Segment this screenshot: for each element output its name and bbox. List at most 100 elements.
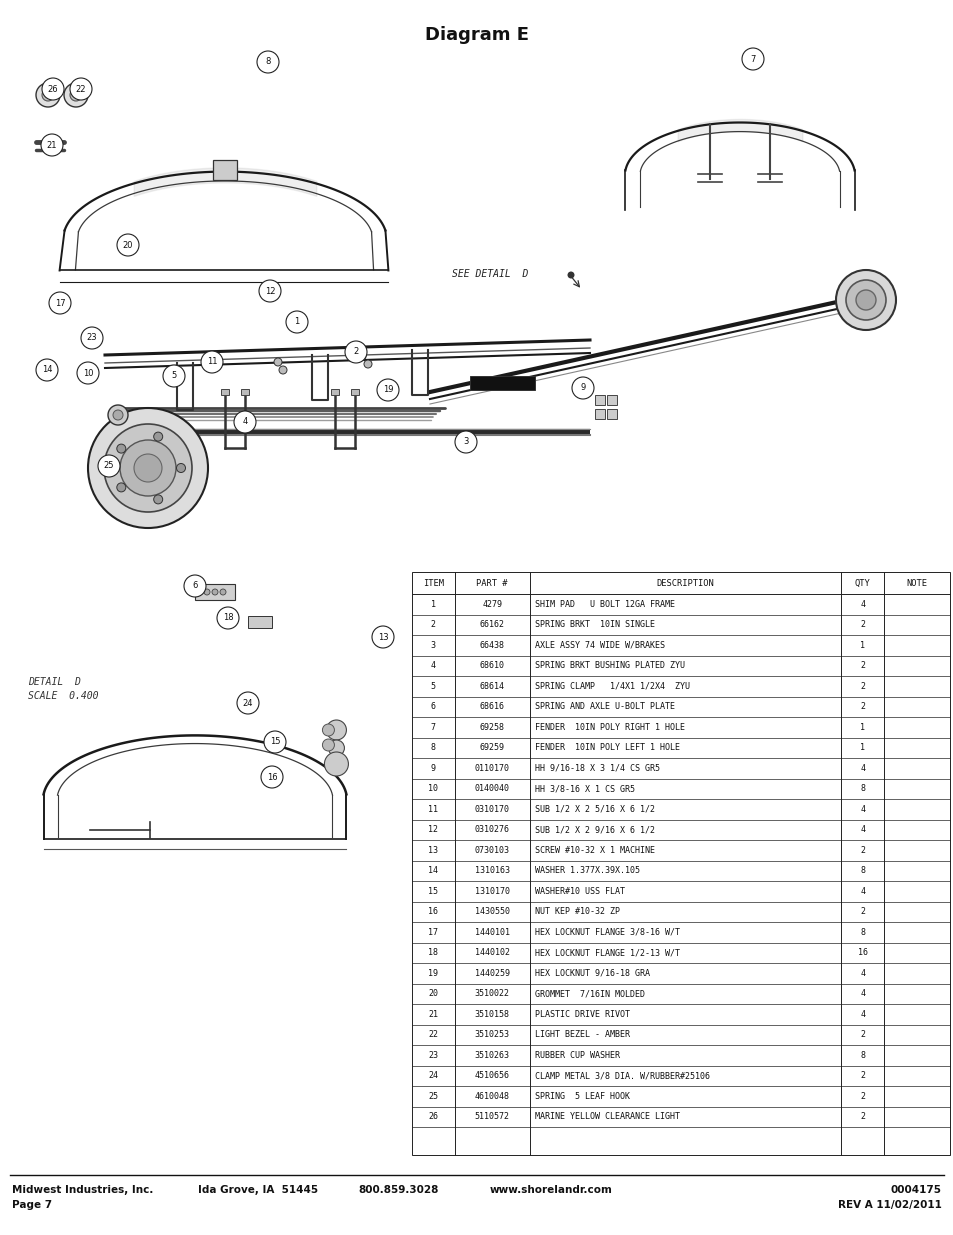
Text: 0004175: 0004175: [890, 1186, 941, 1195]
Text: 2: 2: [860, 908, 864, 916]
Text: 0110170: 0110170: [475, 763, 509, 773]
Circle shape: [184, 576, 206, 597]
Text: 3: 3: [431, 641, 436, 650]
Text: 10: 10: [83, 368, 93, 378]
Text: 10: 10: [428, 784, 437, 793]
Text: SPRING BRKT BUSHING PLATED ZYU: SPRING BRKT BUSHING PLATED ZYU: [535, 661, 684, 671]
Text: 0730103: 0730103: [475, 846, 509, 855]
Text: 1: 1: [431, 600, 436, 609]
Circle shape: [572, 377, 594, 399]
Circle shape: [116, 483, 126, 492]
Circle shape: [42, 89, 54, 101]
Text: 69259: 69259: [479, 743, 504, 752]
Text: 12: 12: [428, 825, 437, 835]
Circle shape: [364, 359, 372, 368]
Circle shape: [256, 51, 278, 73]
Text: www.shorelandr.com: www.shorelandr.com: [490, 1186, 612, 1195]
Circle shape: [455, 431, 476, 453]
Circle shape: [345, 341, 367, 363]
Text: HEX LOCKNUT FLANGE 1/2-13 W/T: HEX LOCKNUT FLANGE 1/2-13 W/T: [535, 948, 679, 957]
Circle shape: [274, 358, 282, 366]
Text: 68616: 68616: [479, 703, 504, 711]
Circle shape: [163, 366, 185, 387]
Text: 15: 15: [428, 887, 437, 895]
Bar: [470, 375, 535, 390]
Text: WASHER#10 USS FLAT: WASHER#10 USS FLAT: [535, 887, 624, 895]
Bar: [194, 584, 234, 600]
Circle shape: [212, 589, 218, 595]
Text: 18: 18: [222, 614, 233, 622]
Text: 3510263: 3510263: [475, 1051, 509, 1060]
Text: 16: 16: [267, 773, 277, 782]
Bar: [606, 409, 617, 419]
Circle shape: [81, 327, 103, 350]
Text: 3510158: 3510158: [475, 1010, 509, 1019]
Circle shape: [261, 766, 283, 788]
Text: NOTE: NOTE: [905, 578, 926, 588]
Text: 4: 4: [860, 600, 864, 609]
Bar: [241, 389, 249, 395]
Text: FENDER  10IN POLY RIGHT 1 HOLE: FENDER 10IN POLY RIGHT 1 HOLE: [535, 722, 684, 732]
Text: FENDER  10IN POLY LEFT 1 HOLE: FENDER 10IN POLY LEFT 1 HOLE: [535, 743, 679, 752]
Text: 2: 2: [353, 347, 358, 357]
Circle shape: [236, 692, 258, 714]
Text: 17: 17: [428, 927, 437, 937]
Text: Diagram E: Diagram E: [424, 26, 529, 44]
Text: PART #: PART #: [476, 578, 507, 588]
Text: HH 3/8-16 X 1 CS GR5: HH 3/8-16 X 1 CS GR5: [535, 784, 634, 793]
Text: 68610: 68610: [479, 661, 504, 671]
Text: 22: 22: [428, 1030, 437, 1039]
Text: 13: 13: [428, 846, 437, 855]
Text: HEX LOCKNUT 9/16-18 GRA: HEX LOCKNUT 9/16-18 GRA: [535, 968, 649, 978]
Text: 16: 16: [428, 908, 437, 916]
Text: 17: 17: [54, 299, 65, 308]
Text: 1440102: 1440102: [475, 948, 509, 957]
Text: SPRING BRKT  10IN SINGLE: SPRING BRKT 10IN SINGLE: [535, 620, 654, 630]
Circle shape: [117, 233, 139, 256]
Text: 2: 2: [860, 1030, 864, 1039]
Text: 4: 4: [242, 417, 248, 426]
Text: 7: 7: [431, 722, 436, 732]
Text: 2: 2: [860, 703, 864, 711]
Text: HH 9/16-18 X 3 1/4 CS GR5: HH 9/16-18 X 3 1/4 CS GR5: [535, 763, 659, 773]
Text: SUB 1/2 X 2 9/16 X 6 1/2: SUB 1/2 X 2 9/16 X 6 1/2: [535, 825, 654, 835]
Text: 7: 7: [749, 54, 755, 63]
Text: 1: 1: [860, 641, 864, 650]
Text: 15: 15: [270, 737, 280, 746]
Text: 2: 2: [860, 1092, 864, 1100]
Text: 23: 23: [87, 333, 97, 342]
Bar: [595, 395, 604, 405]
Circle shape: [220, 589, 226, 595]
Text: 25: 25: [104, 462, 114, 471]
Text: 24: 24: [242, 699, 253, 708]
Text: SPRING AND AXLE U-BOLT PLATE: SPRING AND AXLE U-BOLT PLATE: [535, 703, 674, 711]
Text: SPRING CLAMP   1/4X1 1/2X4  ZYU: SPRING CLAMP 1/4X1 1/2X4 ZYU: [535, 682, 689, 690]
Circle shape: [328, 740, 344, 756]
Text: GROMMET  7/16IN MOLDED: GROMMET 7/16IN MOLDED: [535, 989, 644, 998]
Circle shape: [204, 589, 210, 595]
Text: 9: 9: [579, 384, 585, 393]
Circle shape: [278, 366, 287, 374]
Text: MARINE YELLOW CLEARANCE LIGHT: MARINE YELLOW CLEARANCE LIGHT: [535, 1113, 679, 1121]
Circle shape: [88, 408, 208, 529]
Text: RUBBER CUP WASHER: RUBBER CUP WASHER: [535, 1051, 619, 1060]
Bar: [248, 616, 272, 629]
Circle shape: [116, 445, 126, 453]
Text: HEX LOCKNUT FLANGE 3/8-16 W/T: HEX LOCKNUT FLANGE 3/8-16 W/T: [535, 927, 679, 937]
Text: SUB 1/2 X 2 5/16 X 6 1/2: SUB 1/2 X 2 5/16 X 6 1/2: [535, 805, 654, 814]
Circle shape: [120, 440, 175, 496]
Circle shape: [98, 454, 120, 477]
Text: 3510022: 3510022: [475, 989, 509, 998]
Text: AXLE ASSY 74 WIDE W/BRAKES: AXLE ASSY 74 WIDE W/BRAKES: [535, 641, 664, 650]
Text: SCREW #10-32 X 1 MACHINE: SCREW #10-32 X 1 MACHINE: [535, 846, 654, 855]
Text: 21: 21: [47, 141, 57, 149]
Text: 24: 24: [428, 1071, 437, 1081]
Text: 66438: 66438: [479, 641, 504, 650]
Text: ITEM: ITEM: [422, 578, 443, 588]
Text: SHIM PAD   U BOLT 12GA FRAME: SHIM PAD U BOLT 12GA FRAME: [535, 600, 674, 609]
Text: 20: 20: [123, 241, 133, 249]
Text: 4: 4: [860, 825, 864, 835]
Text: 11: 11: [428, 805, 437, 814]
Text: 22: 22: [75, 84, 86, 94]
Text: 4279: 4279: [481, 600, 501, 609]
